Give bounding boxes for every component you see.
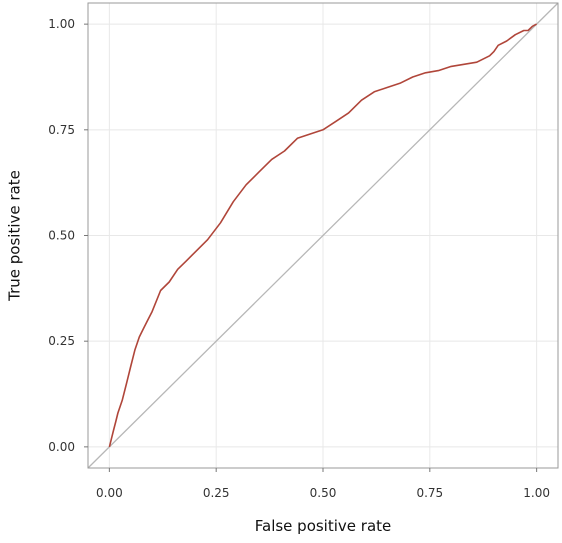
y-axis-title: True positive rate [5, 170, 23, 302]
y-tick-label-0: 0.00 [48, 440, 75, 454]
y-tick-label-4: 1.00 [48, 17, 75, 31]
x-axis-title: False positive rate [255, 517, 392, 535]
x-tick-label-3: 0.75 [416, 486, 443, 500]
y-tick-label-2: 0.50 [48, 229, 75, 243]
y-tick-label-1: 0.25 [48, 334, 75, 348]
reference-line-group [87, 2, 559, 469]
curve-group [108, 23, 537, 448]
x-tick-label-4: 1.00 [523, 486, 550, 500]
reference-diagonal-line [87, 2, 559, 469]
roc-curve-line [108, 23, 537, 448]
y-axis-ticks: 0.00 0.25 0.50 0.75 1.00 [48, 17, 88, 454]
x-tick-label-0: 0.00 [96, 486, 123, 500]
x-tick-label-2: 0.50 [310, 486, 337, 500]
x-axis-ticks: 0.00 0.25 0.50 0.75 1.00 [96, 468, 550, 500]
x-tick-label-1: 0.25 [203, 486, 230, 500]
y-tick-label-3: 0.75 [48, 123, 75, 137]
